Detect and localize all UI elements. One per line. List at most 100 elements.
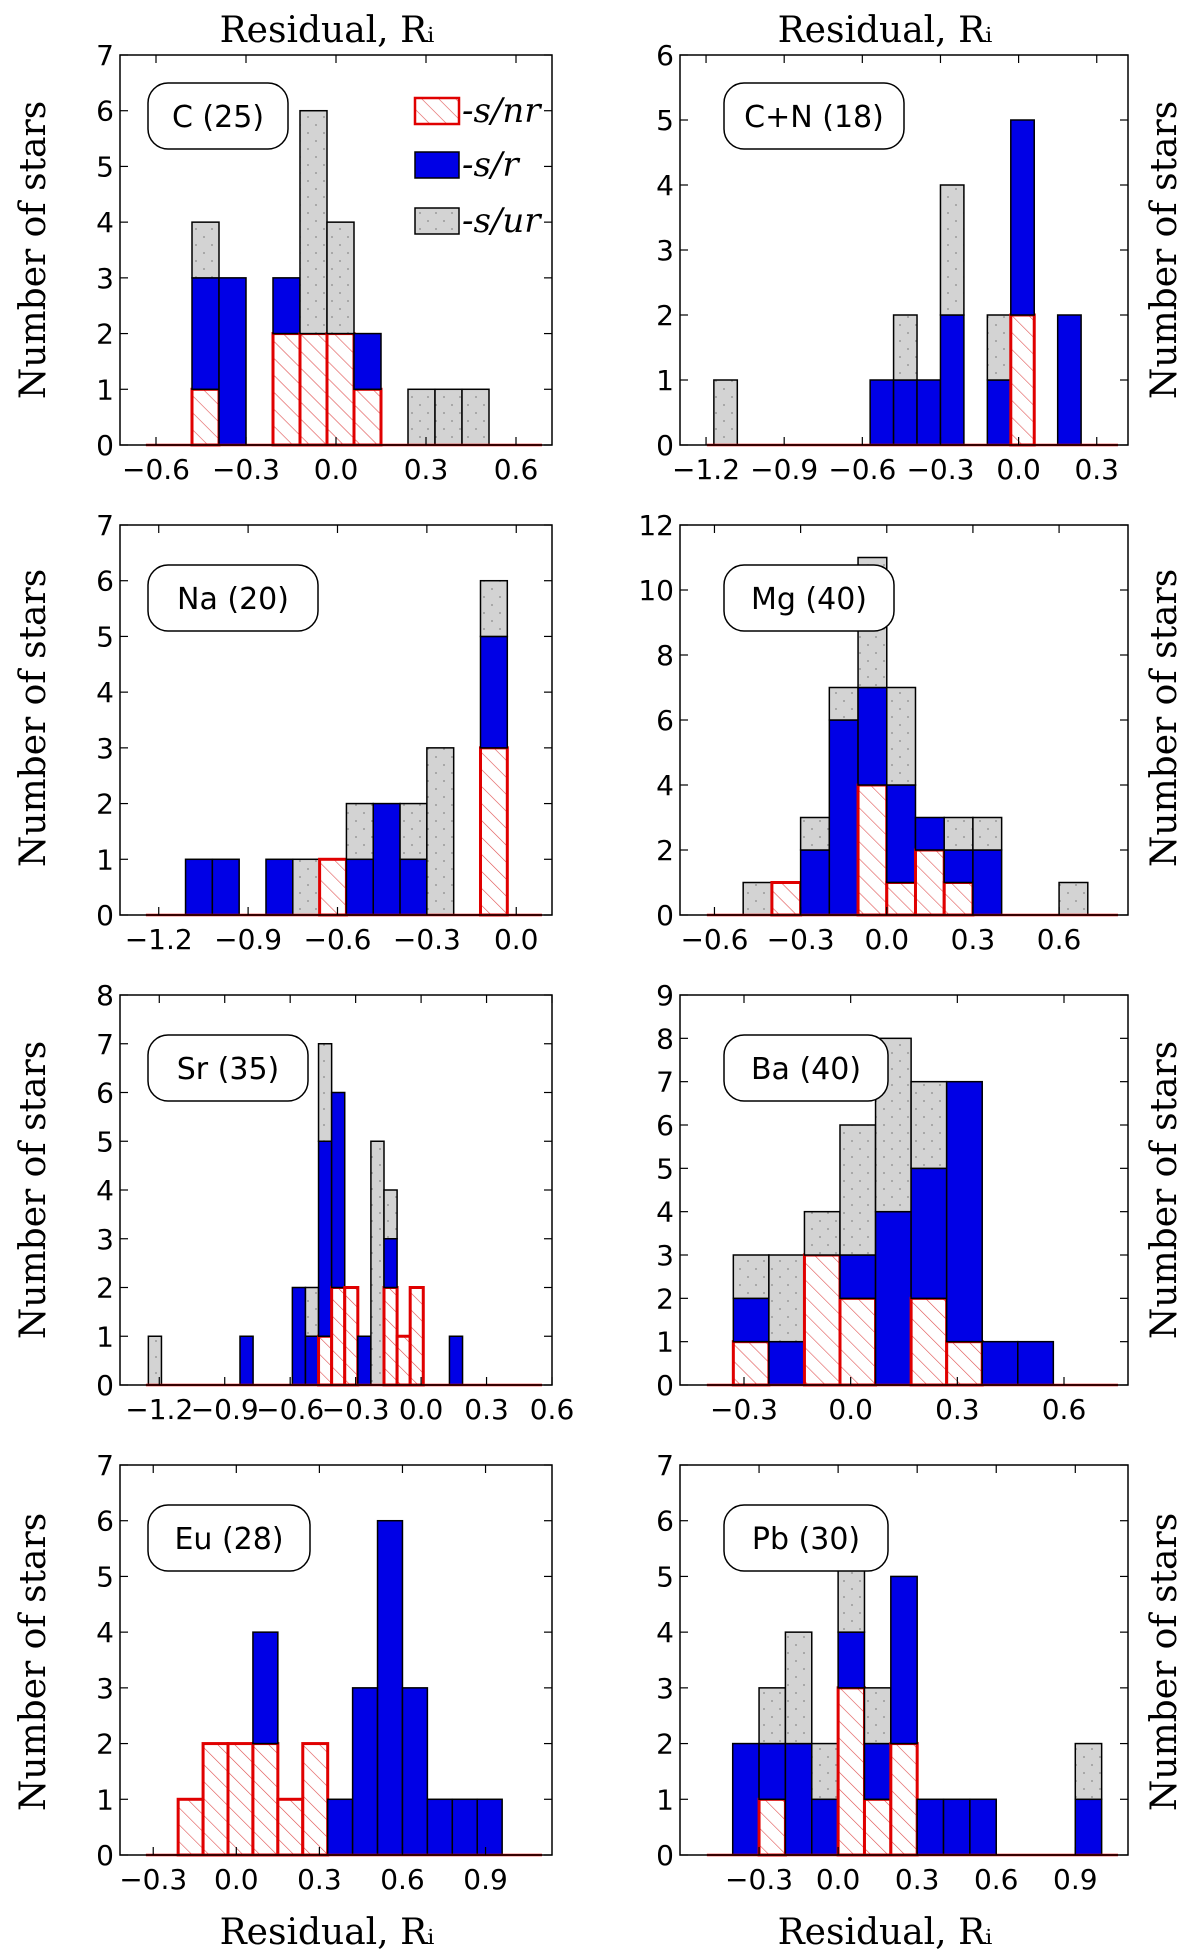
y-tick-label: 0 bbox=[656, 1369, 674, 1402]
bar-r-8 bbox=[351, 1687, 379, 1856]
panel-label-box bbox=[147, 82, 289, 150]
panel-label-box bbox=[147, 1504, 311, 1572]
y-tick-label: 5 bbox=[96, 1560, 114, 1593]
bar-r-9 bbox=[1017, 1340, 1055, 1386]
x-tick-label: 0.0 bbox=[816, 1863, 861, 1896]
y-tick-label: 6 bbox=[656, 1505, 674, 1538]
bar-ur-4 bbox=[299, 109, 328, 335]
bar-nr-5 bbox=[276, 1797, 305, 1857]
y-tick-label: 8 bbox=[656, 1022, 674, 1055]
y-tick-label: 0 bbox=[96, 429, 114, 462]
bar-nr-6 bbox=[330, 1286, 347, 1387]
x-tick-label: −0.3 bbox=[767, 923, 835, 956]
y-tick-label: 3 bbox=[656, 1672, 674, 1705]
x-tick-label: 0.6 bbox=[494, 453, 539, 486]
bar-r-3 bbox=[272, 277, 301, 335]
bar-r-10 bbox=[479, 635, 509, 749]
x-tick-label: 0.3 bbox=[297, 1863, 342, 1896]
bar-nr-11 bbox=[395, 1334, 412, 1387]
y-tick-label: 3 bbox=[96, 1672, 114, 1705]
x-tick-label: −0.9 bbox=[191, 1393, 259, 1426]
y-tick-label: 2 bbox=[96, 1272, 114, 1305]
bar-nr-2 bbox=[757, 1797, 787, 1857]
y-tick-label: 3 bbox=[96, 1223, 114, 1256]
bar-r-3 bbox=[892, 379, 918, 446]
bar-nr-10 bbox=[382, 1286, 399, 1387]
x-tick-label: −0.3 bbox=[710, 1393, 778, 1426]
x-tick-label: 0.0 bbox=[214, 1863, 259, 1896]
bar-ur-8 bbox=[434, 388, 463, 446]
y-tick-label: 2 bbox=[96, 1728, 114, 1761]
x-tick-label: 0.3 bbox=[951, 923, 996, 956]
bar-r-7 bbox=[372, 802, 401, 916]
y-tick-label: 2 bbox=[656, 1728, 674, 1761]
ylabel-left-row4: Number of stars bbox=[13, 1513, 54, 1811]
bar-ur-9 bbox=[972, 816, 1003, 851]
panel-label: Na (20) bbox=[177, 582, 289, 617]
ylabel-right-row4: Number of stars bbox=[1144, 1513, 1185, 1811]
bar-ur-10 bbox=[479, 579, 509, 638]
x-tick-label: −0.6 bbox=[828, 453, 896, 486]
bar-r-11 bbox=[426, 1798, 454, 1856]
x-tick-label: −0.3 bbox=[393, 923, 461, 956]
bar-r-13 bbox=[476, 1798, 503, 1856]
x-tick-label: −0.9 bbox=[750, 453, 818, 486]
x-tick-label: 0.3 bbox=[404, 453, 449, 486]
x-tick-label: −1.2 bbox=[672, 453, 740, 486]
bar-ur-9 bbox=[461, 388, 490, 446]
panel-7: −0.3 0.0 0.3 0.6 0.9 0 1 2 3 4 5 6 7 Eu (28) bbox=[96, 1449, 553, 1896]
bar-r-6 bbox=[345, 858, 374, 916]
panel-label-box bbox=[723, 1034, 889, 1102]
x-tick-label: −0.3 bbox=[119, 1863, 187, 1896]
plot-frame bbox=[679, 1464, 1129, 1856]
bar-r-2 bbox=[768, 1340, 806, 1386]
y-tick-label: 5 bbox=[656, 1560, 674, 1593]
y-tick-label: 4 bbox=[656, 769, 674, 802]
bar-ur-2 bbox=[758, 1687, 787, 1745]
bar-ur-5 bbox=[317, 1043, 333, 1142]
bar-r-5 bbox=[939, 314, 965, 446]
x-tick-label: 0.0 bbox=[996, 453, 1041, 486]
y-tick-label: 6 bbox=[96, 95, 114, 128]
x-tick-label: 0.0 bbox=[494, 923, 539, 956]
bar-r-4 bbox=[916, 379, 942, 446]
x-tick-label: 0.6 bbox=[1037, 923, 1082, 956]
bar-r-9 bbox=[942, 1798, 971, 1856]
x-tick-label: −0.3 bbox=[906, 453, 974, 486]
bar-ur-4 bbox=[839, 1124, 877, 1256]
panel-2: −1.2 −0.9 −0.6 −0.3 0.0 0.3 0 1 2 3 4 5 6 C+N (18) bbox=[656, 39, 1129, 486]
x-tick-label: −0.3 bbox=[212, 453, 280, 486]
y-tick-label: 6 bbox=[96, 1505, 114, 1538]
x-tick-label: −0.9 bbox=[214, 923, 282, 956]
top-left-xlabel: Residual, Rᵢ bbox=[220, 10, 435, 51]
bar-r-3 bbox=[784, 1742, 813, 1856]
x-tick-label: 0.6 bbox=[530, 1393, 575, 1426]
plot-frame bbox=[119, 524, 553, 916]
x-tick-label: −1.2 bbox=[125, 1393, 193, 1426]
y-tick-label: 4 bbox=[656, 1196, 674, 1229]
bar-nr-6 bbox=[352, 387, 383, 447]
bar-ur-8 bbox=[943, 816, 974, 851]
x-tick-label: −0.6 bbox=[122, 453, 190, 486]
bar-nr-4 bbox=[298, 332, 329, 447]
bar-r-1 bbox=[184, 858, 214, 916]
bar-r-3 bbox=[291, 1286, 307, 1386]
bar-r-12 bbox=[451, 1798, 478, 1856]
bar-nr-7 bbox=[1009, 313, 1036, 447]
x-tick-label: −0.3 bbox=[725, 1863, 793, 1896]
ylabel-left-row3: Number of stars bbox=[13, 1041, 54, 1339]
bar-r-10 bbox=[401, 1687, 429, 1856]
bar-nr-6 bbox=[909, 1296, 949, 1387]
y-tick-label: 10 bbox=[638, 574, 674, 607]
x-tick-label: −1.2 bbox=[125, 923, 193, 956]
bar-nr-5 bbox=[318, 857, 348, 917]
y-tick-label: 8 bbox=[656, 639, 674, 672]
bar-nr-7 bbox=[945, 1340, 984, 1387]
bar-nr-7 bbox=[343, 1286, 360, 1387]
y-tick-label: 5 bbox=[656, 1152, 674, 1185]
bar-nr-1 bbox=[190, 387, 221, 447]
bar-r-8 bbox=[916, 1798, 945, 1856]
bar-r-8 bbox=[399, 858, 428, 916]
bar-ur-2 bbox=[768, 1254, 806, 1343]
